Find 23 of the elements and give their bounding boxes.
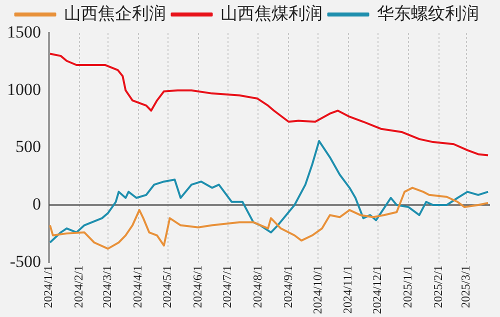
y-tick-label: 1500: [7, 22, 41, 42]
x-tick-label: 2024/1/1: [41, 265, 56, 308]
x-tick-label: 2024/9/1: [280, 265, 295, 308]
x-tick-label: 2024/2/1: [72, 265, 86, 308]
x-tick-label: 2024/5/1: [160, 265, 174, 308]
x-tick-label: 2024/10/1: [310, 265, 324, 314]
y-tick-label: 0: [32, 194, 41, 214]
y-tick-label: 1000: [7, 80, 41, 99]
legend-label: 山西焦企利润: [64, 4, 166, 24]
x-tick-label: 2024/7/1: [220, 265, 234, 308]
y-tick-label: 500: [16, 137, 41, 156]
x-tick-label: 2024/3/1: [100, 265, 114, 308]
x-tick-label: 2024/12/1: [370, 265, 384, 314]
x-tick-label: 2024/4/1: [130, 265, 145, 308]
legend-label: 华东螺纹利润: [376, 4, 479, 24]
x-tick-label: 2025/1/1: [400, 265, 415, 308]
x-tick-label: 2025/2/1: [431, 265, 446, 308]
y-tick-label: -500: [10, 252, 41, 271]
x-tick-label: 2024/6/1: [190, 265, 204, 308]
x-tick-label: 2024/8/1: [250, 265, 264, 308]
x-tick-label: 2025/3/1: [458, 265, 473, 308]
x-tick-label: 2024/11/1: [340, 265, 355, 314]
legend-label: 山西焦煤利润: [220, 4, 322, 24]
